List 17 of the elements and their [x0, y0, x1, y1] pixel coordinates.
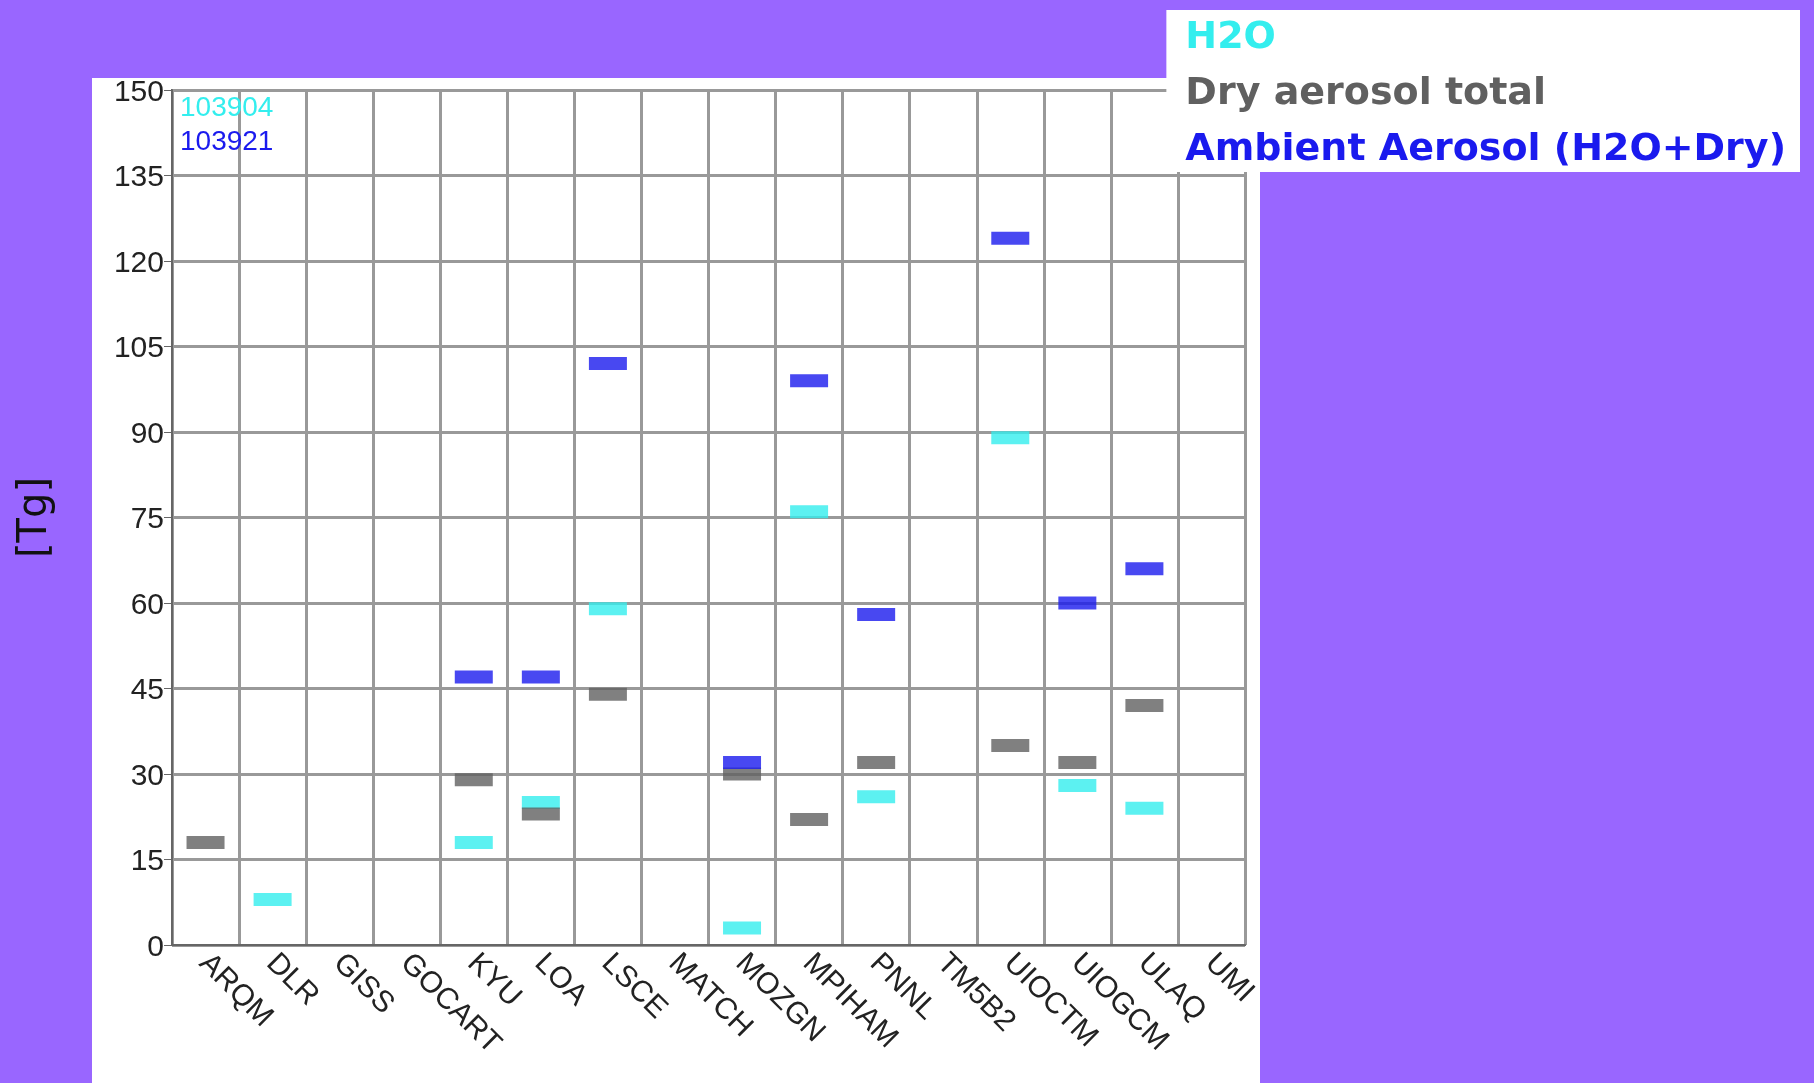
y-tick-label: 60: [130, 586, 164, 620]
y-tick-label: 75: [130, 501, 164, 534]
annotation: 103921: [180, 124, 274, 156]
y-tick-label: 135: [113, 159, 164, 192]
y-tick-label: 0: [147, 928, 164, 962]
y-tick-label: 90: [130, 415, 164, 449]
annotation: 103904: [180, 90, 274, 122]
y-tick-label: 15: [130, 843, 164, 876]
y-tick-label: 150: [113, 73, 164, 107]
y-tick-label: 105: [113, 330, 164, 363]
text: H2O: [1185, 13, 1276, 57]
y-tick-label: 30: [130, 757, 164, 791]
y-tick-label: 120: [113, 244, 164, 278]
text: Dry aerosol total: [1185, 69, 1547, 113]
text: Ambient Aerosol (H2O+Dry): [1185, 125, 1787, 169]
y-tick-label: 45: [130, 672, 164, 705]
y-axis-title: [Tg]: [9, 476, 55, 559]
